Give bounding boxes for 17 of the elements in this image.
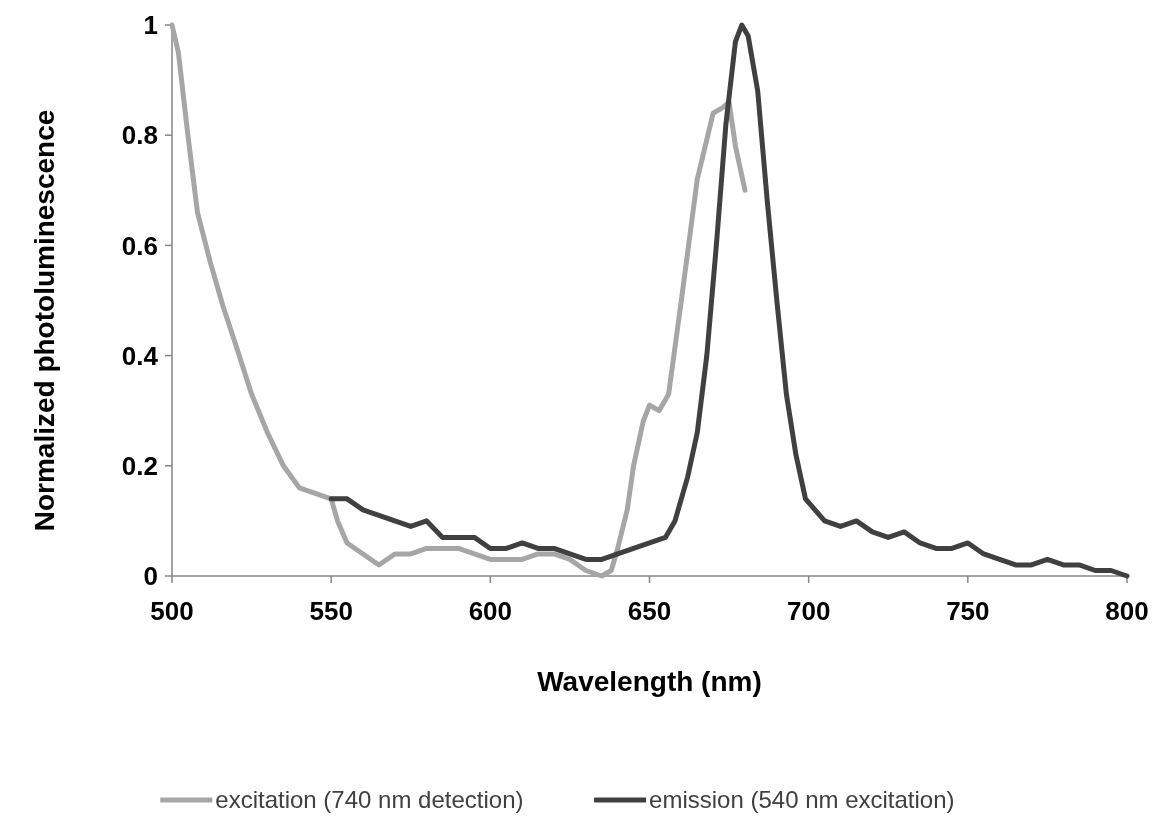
y-tick-label: 0.8 bbox=[121, 120, 158, 151]
x-axis-title: Wavelength (nm) bbox=[537, 666, 762, 697]
x-tick-label: 800 bbox=[1105, 596, 1149, 626]
y-tick-label: 0.6 bbox=[121, 230, 158, 261]
y-axis-title: Normalized photoluminescence bbox=[29, 109, 60, 532]
y-tick-label: 0 bbox=[143, 561, 158, 592]
x-tick-label: 550 bbox=[309, 596, 353, 626]
x-tick-label: 500 bbox=[150, 596, 194, 626]
y-tick-label: 1 bbox=[143, 10, 158, 41]
y-tick-label: 0.4 bbox=[121, 340, 159, 371]
x-tick-label: 600 bbox=[468, 596, 513, 626]
x-tick-label: 750 bbox=[946, 596, 990, 626]
x-tick-label: 650 bbox=[627, 596, 672, 626]
x-tick-label: 700 bbox=[786, 596, 831, 626]
legend-label: excitation (740 nm detection) bbox=[215, 786, 524, 814]
y-tick-label: 0.2 bbox=[121, 450, 158, 481]
legend-label: emission (540 nm excitation) bbox=[649, 786, 955, 814]
